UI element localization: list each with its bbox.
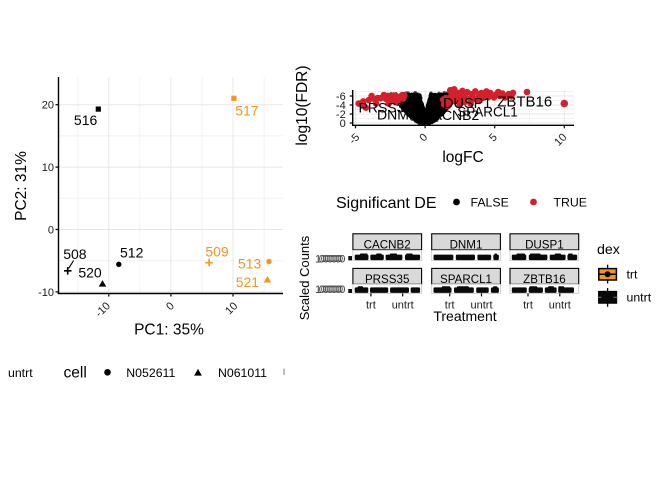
svg-text:520: 520: [78, 265, 102, 281]
svg-text:TRUE: TRUE: [554, 196, 587, 210]
svg-text:dex: dex: [597, 242, 620, 258]
svg-text:509: 509: [205, 244, 229, 260]
svg-text:0: 0: [335, 284, 341, 296]
svg-text:untrt: untrt: [8, 366, 33, 380]
svg-text:508: 508: [63, 246, 87, 262]
svg-text:0: 0: [321, 253, 327, 265]
svg-text:PRSS35: PRSS35: [365, 273, 409, 286]
svg-text:trt: trt: [523, 300, 533, 312]
svg-text:0: 0: [327, 284, 333, 296]
svg-text:Treatment: Treatment: [433, 308, 496, 324]
svg-text:-2: -2: [336, 109, 346, 121]
svg-text:trt: trt: [366, 300, 376, 312]
svg-text:-4: -4: [336, 100, 346, 112]
svg-text:20: 20: [42, 100, 54, 112]
svg-text:SPARCL1: SPARCL1: [457, 104, 518, 119]
svg-text:0: 0: [329, 253, 335, 265]
svg-text:0: 0: [335, 253, 341, 265]
svg-text:Significant DE: Significant DE: [336, 195, 437, 212]
svg-text:0: 0: [340, 118, 346, 130]
svg-text:516: 516: [74, 112, 98, 128]
svg-text:0: 0: [319, 253, 325, 265]
svg-text:ZBTB16: ZBTB16: [523, 273, 566, 286]
svg-text:0: 0: [331, 284, 337, 296]
svg-text:0: 0: [325, 253, 331, 265]
svg-text:0: 0: [337, 283, 343, 295]
svg-text:0: 0: [329, 283, 335, 295]
svg-text:trt: trt: [445, 300, 455, 312]
svg-text:0: 0: [339, 284, 345, 296]
svg-text:0: 0: [323, 284, 329, 296]
svg-text:DUSP1: DUSP1: [443, 96, 491, 112]
svg-text:0: 0: [327, 253, 333, 265]
svg-text:0: 0: [333, 253, 339, 265]
svg-text:CACNB2: CACNB2: [364, 239, 411, 252]
svg-text:ZBTB16: ZBTB16: [497, 94, 552, 111]
svg-text:SPARCL1: SPARCL1: [440, 273, 492, 286]
svg-text:PC2: 31%: PC2: 31%: [13, 151, 30, 221]
svg-text:-6: -6: [336, 91, 346, 103]
svg-text:0: 0: [319, 284, 325, 296]
svg-text:1: 1: [315, 253, 321, 265]
svg-text:untrt: untrt: [549, 300, 571, 312]
svg-text:0: 0: [333, 283, 339, 295]
svg-text:DNM1: DNM1: [377, 106, 417, 122]
svg-text:DUSP1: DUSP1: [525, 239, 564, 252]
svg-text:521: 521: [236, 274, 260, 290]
svg-text:N061011: N061011: [218, 366, 267, 380]
svg-text:0: 0: [337, 253, 343, 265]
svg-text:PRSS35: PRSS35: [359, 100, 413, 116]
svg-text:-10: -10: [38, 287, 54, 299]
svg-text:N052611: N052611: [126, 366, 175, 380]
svg-text:Scaled Counts: Scaled Counts: [297, 235, 312, 320]
svg-text:DNM1: DNM1: [450, 239, 483, 252]
svg-text:untrt: untrt: [470, 300, 492, 312]
svg-text:log10(FDR): log10(FDR): [294, 65, 311, 145]
svg-text:untrt: untrt: [392, 300, 414, 312]
svg-text:512: 512: [120, 245, 144, 261]
svg-text:513: 513: [238, 255, 262, 271]
svg-text:1: 1: [315, 284, 321, 296]
svg-text:0: 0: [48, 224, 54, 236]
svg-text:0: 0: [339, 253, 345, 265]
svg-text:0: 0: [331, 253, 337, 265]
svg-text:0: 0: [323, 253, 329, 265]
svg-text:trt: trt: [627, 267, 639, 281]
svg-text:0: 0: [321, 283, 327, 295]
svg-text:PC1: 35%: PC1: 35%: [134, 322, 204, 339]
svg-text:CACNB2: CACNB2: [423, 107, 480, 123]
svg-text:517: 517: [235, 103, 259, 119]
svg-text:cell: cell: [64, 365, 87, 382]
svg-text:FALSE: FALSE: [471, 196, 509, 210]
svg-text:untrt: untrt: [627, 291, 652, 305]
svg-text:logFC: logFC: [442, 149, 483, 166]
svg-text:10: 10: [42, 162, 54, 174]
svg-text:0: 0: [325, 283, 331, 295]
